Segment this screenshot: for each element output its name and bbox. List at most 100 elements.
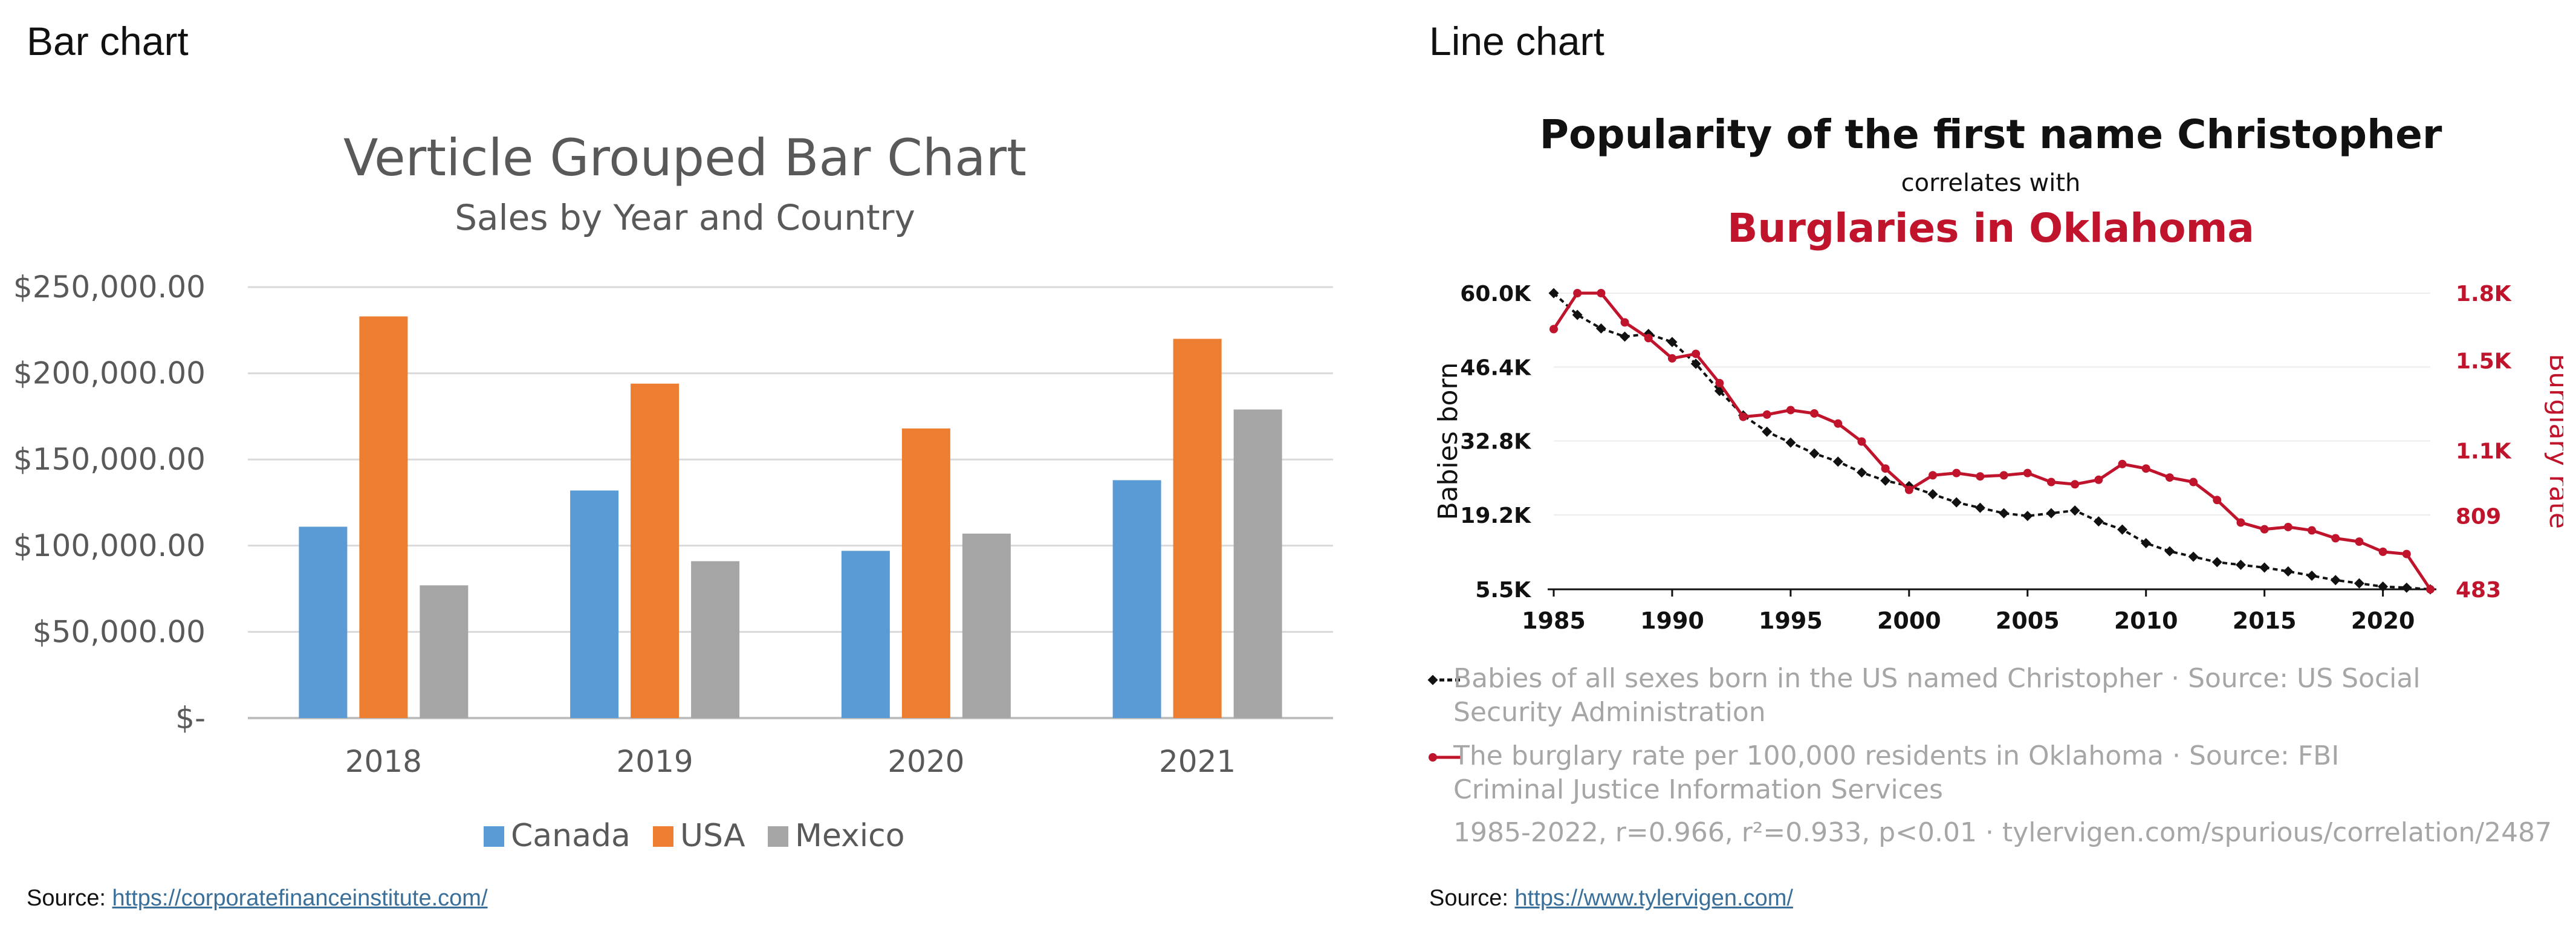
bar-mexico-2021	[1233, 409, 1282, 718]
data-point-burglary	[1834, 419, 1843, 428]
legend-marker-burglary	[1429, 753, 1437, 762]
data-point-babies	[1809, 448, 1820, 459]
data-point-burglary	[2331, 534, 2340, 543]
data-point-burglary	[1620, 318, 1629, 327]
source-label: Source:	[1429, 885, 1508, 911]
bar-canada-2018	[299, 526, 348, 718]
data-point-burglary	[1667, 354, 1676, 363]
legend-marker-babies	[1427, 675, 1438, 685]
data-point-burglary	[1929, 471, 1938, 480]
data-point-burglary	[2165, 473, 2174, 482]
data-point-burglary	[2355, 537, 2364, 546]
x-tick-label: 2018	[345, 744, 422, 779]
data-point-burglary	[2118, 459, 2127, 468]
x-tick-label: 2019	[617, 744, 693, 779]
source-label: Source:	[27, 885, 106, 911]
left-tick-label: 5.5K	[1475, 578, 1531, 603]
y-tick-label: $250,000.00	[13, 270, 206, 305]
bar-chart: Verticle Grouped Bar Chart Sales by Year …	[13, 128, 1333, 854]
chart-subtitle: correlates with	[1901, 169, 2081, 197]
source-link[interactable]: https://www.tylervigen.com/	[1514, 885, 1793, 911]
line-chart: Popularity of the first name Christopher…	[1427, 111, 2563, 848]
data-point-babies	[2022, 511, 2033, 522]
bar-canada-2019	[570, 490, 619, 718]
y-tick-label: $150,000.00	[13, 442, 206, 477]
data-point-burglary	[1857, 437, 1866, 446]
bar-chart-panel: Bar chart Verticle Grouped Bar Chart Sale…	[13, 19, 1333, 911]
x-tick-label: 2015	[2233, 607, 2297, 634]
legend-label: Babies of all sexes born in the US named…	[1453, 663, 2421, 728]
data-point-babies	[2046, 508, 2057, 519]
data-point-burglary	[2283, 522, 2292, 531]
y-axis-label-left: Babies born	[1433, 362, 1464, 520]
y-tick-label: $100,000.00	[13, 528, 206, 563]
data-point-babies	[1785, 437, 1796, 448]
data-point-burglary	[1999, 471, 2008, 480]
data-point-babies	[2378, 581, 2389, 592]
data-point-burglary	[2046, 477, 2055, 487]
right-tick-label: 1.8K	[2456, 282, 2512, 306]
data-point-babies	[2069, 505, 2080, 516]
legend-label: Mexico	[795, 818, 905, 854]
data-point-burglary	[2141, 464, 2150, 473]
data-point-babies	[1999, 508, 2010, 519]
data-point-burglary	[2260, 525, 2269, 534]
x-tick-label: 2010	[2114, 607, 2178, 634]
data-point-burglary	[2402, 549, 2411, 558]
y-tick-label: $50,000.00	[33, 614, 206, 649]
data-point-babies	[1832, 456, 1843, 467]
data-point-babies	[2164, 546, 2175, 557]
x-tick-label: 1985	[1522, 607, 1586, 634]
data-point-burglary	[2378, 547, 2387, 556]
legend-item-babies: Babies of all sexes born in the US named…	[1453, 663, 2421, 728]
x-tick-label: 2000	[1877, 607, 1941, 634]
bar-mexico-2020	[962, 533, 1011, 718]
data-point-burglary	[1692, 349, 1701, 358]
data-point-babies	[2283, 566, 2294, 577]
data-point-burglary	[1976, 472, 1985, 481]
right-tick-label: 1.5K	[2456, 349, 2512, 374]
legend-item-burglary: The burglary rate per 100,000 residents …	[1453, 740, 2340, 805]
data-point-burglary	[1739, 412, 1748, 421]
data-point-babies	[1690, 358, 1701, 369]
data-point-burglary	[1549, 325, 1558, 334]
x-tick-label: 2005	[1996, 607, 2060, 634]
bar-mexico-2019	[691, 561, 740, 718]
legend-label: USA	[680, 818, 745, 854]
bar-usa-2019	[631, 383, 680, 718]
line-chart-source: Source: https://www.tylervigen.com/	[1429, 885, 1793, 911]
data-point-babies	[2306, 571, 2317, 581]
data-point-burglary	[2023, 468, 2032, 477]
data-point-burglary	[2213, 496, 2222, 505]
data-point-babies	[1620, 331, 1630, 342]
legend-swatch	[768, 826, 788, 847]
data-point-burglary	[1881, 464, 1890, 473]
left-tick-label: 19.2K	[1460, 503, 1531, 528]
x-tick-label: 2021	[1159, 744, 1236, 779]
data-point-babies	[1880, 475, 1891, 486]
left-tick-label: 60.0K	[1460, 282, 1531, 306]
data-point-babies	[2141, 538, 2152, 549]
source-link[interactable]: https://corporatefinanceinstitute.com/	[112, 885, 488, 911]
x-tick-label: 2020	[2351, 607, 2415, 634]
line-chart-panel: Line chart Popularity of the first name …	[1427, 0, 2563, 929]
x-tick-label: 2020	[887, 744, 964, 779]
data-point-burglary	[2308, 526, 2317, 535]
data-point-burglary	[1786, 406, 1795, 415]
data-point-burglary	[1597, 289, 1606, 297]
bar-chart-heading: Bar chart	[27, 19, 189, 63]
data-point-babies	[2211, 557, 2222, 568]
legend-swatch	[653, 826, 673, 847]
data-point-babies	[2236, 560, 2246, 571]
data-point-burglary	[2189, 477, 2198, 487]
y-axis-label-right: Burglary rate	[2543, 354, 2563, 529]
chart-subtitle-2: Burglaries in Oklahoma	[1727, 205, 2254, 251]
legend-swatch	[484, 826, 504, 847]
data-point-burglary	[2236, 518, 2245, 527]
right-tick-label: 483	[2456, 578, 2501, 603]
bar-canada-2021	[1112, 480, 1161, 718]
data-point-babies	[1927, 489, 1938, 500]
data-point-babies	[1595, 323, 1606, 334]
data-point-babies	[2354, 578, 2364, 589]
legend-label: The burglary rate per 100,000 residents …	[1453, 740, 2340, 805]
